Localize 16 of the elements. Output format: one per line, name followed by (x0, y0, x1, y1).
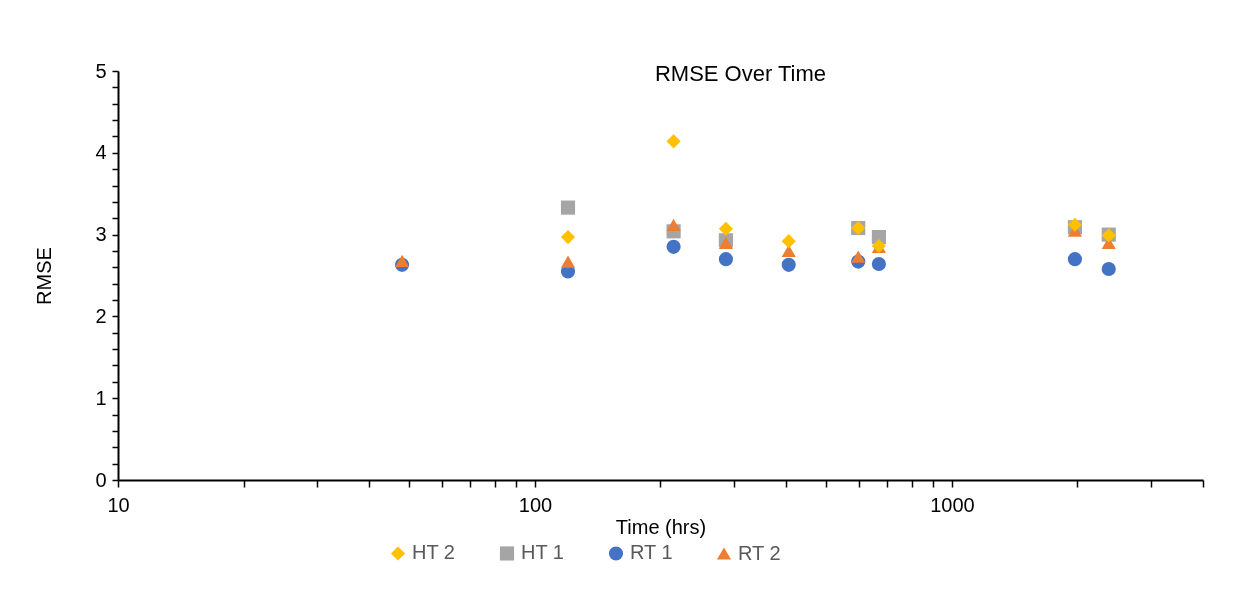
y-tick-label: 5 (95, 59, 107, 82)
y-tick-label: 3 (95, 223, 107, 246)
legend-label: HT 2 (412, 541, 455, 564)
legend-label: RT 2 (738, 541, 781, 564)
legend-label: HT 1 (521, 541, 564, 564)
x-tick-label: 10 (107, 493, 130, 516)
y-axis-title: RMSE (33, 247, 56, 305)
y-tick-label: 4 (95, 141, 107, 164)
x-tick-label: 100 (518, 493, 553, 516)
y-tick-label: 0 (95, 468, 107, 491)
legend-label: RT 1 (630, 541, 673, 564)
x-tick-label: 1000 (930, 493, 975, 516)
x-axis-title: Time (hrs) (615, 515, 707, 538)
chart-title: RMSE Over Time (654, 61, 827, 86)
y-tick-label: 2 (95, 304, 107, 327)
y-tick-label: 1 (95, 386, 107, 409)
